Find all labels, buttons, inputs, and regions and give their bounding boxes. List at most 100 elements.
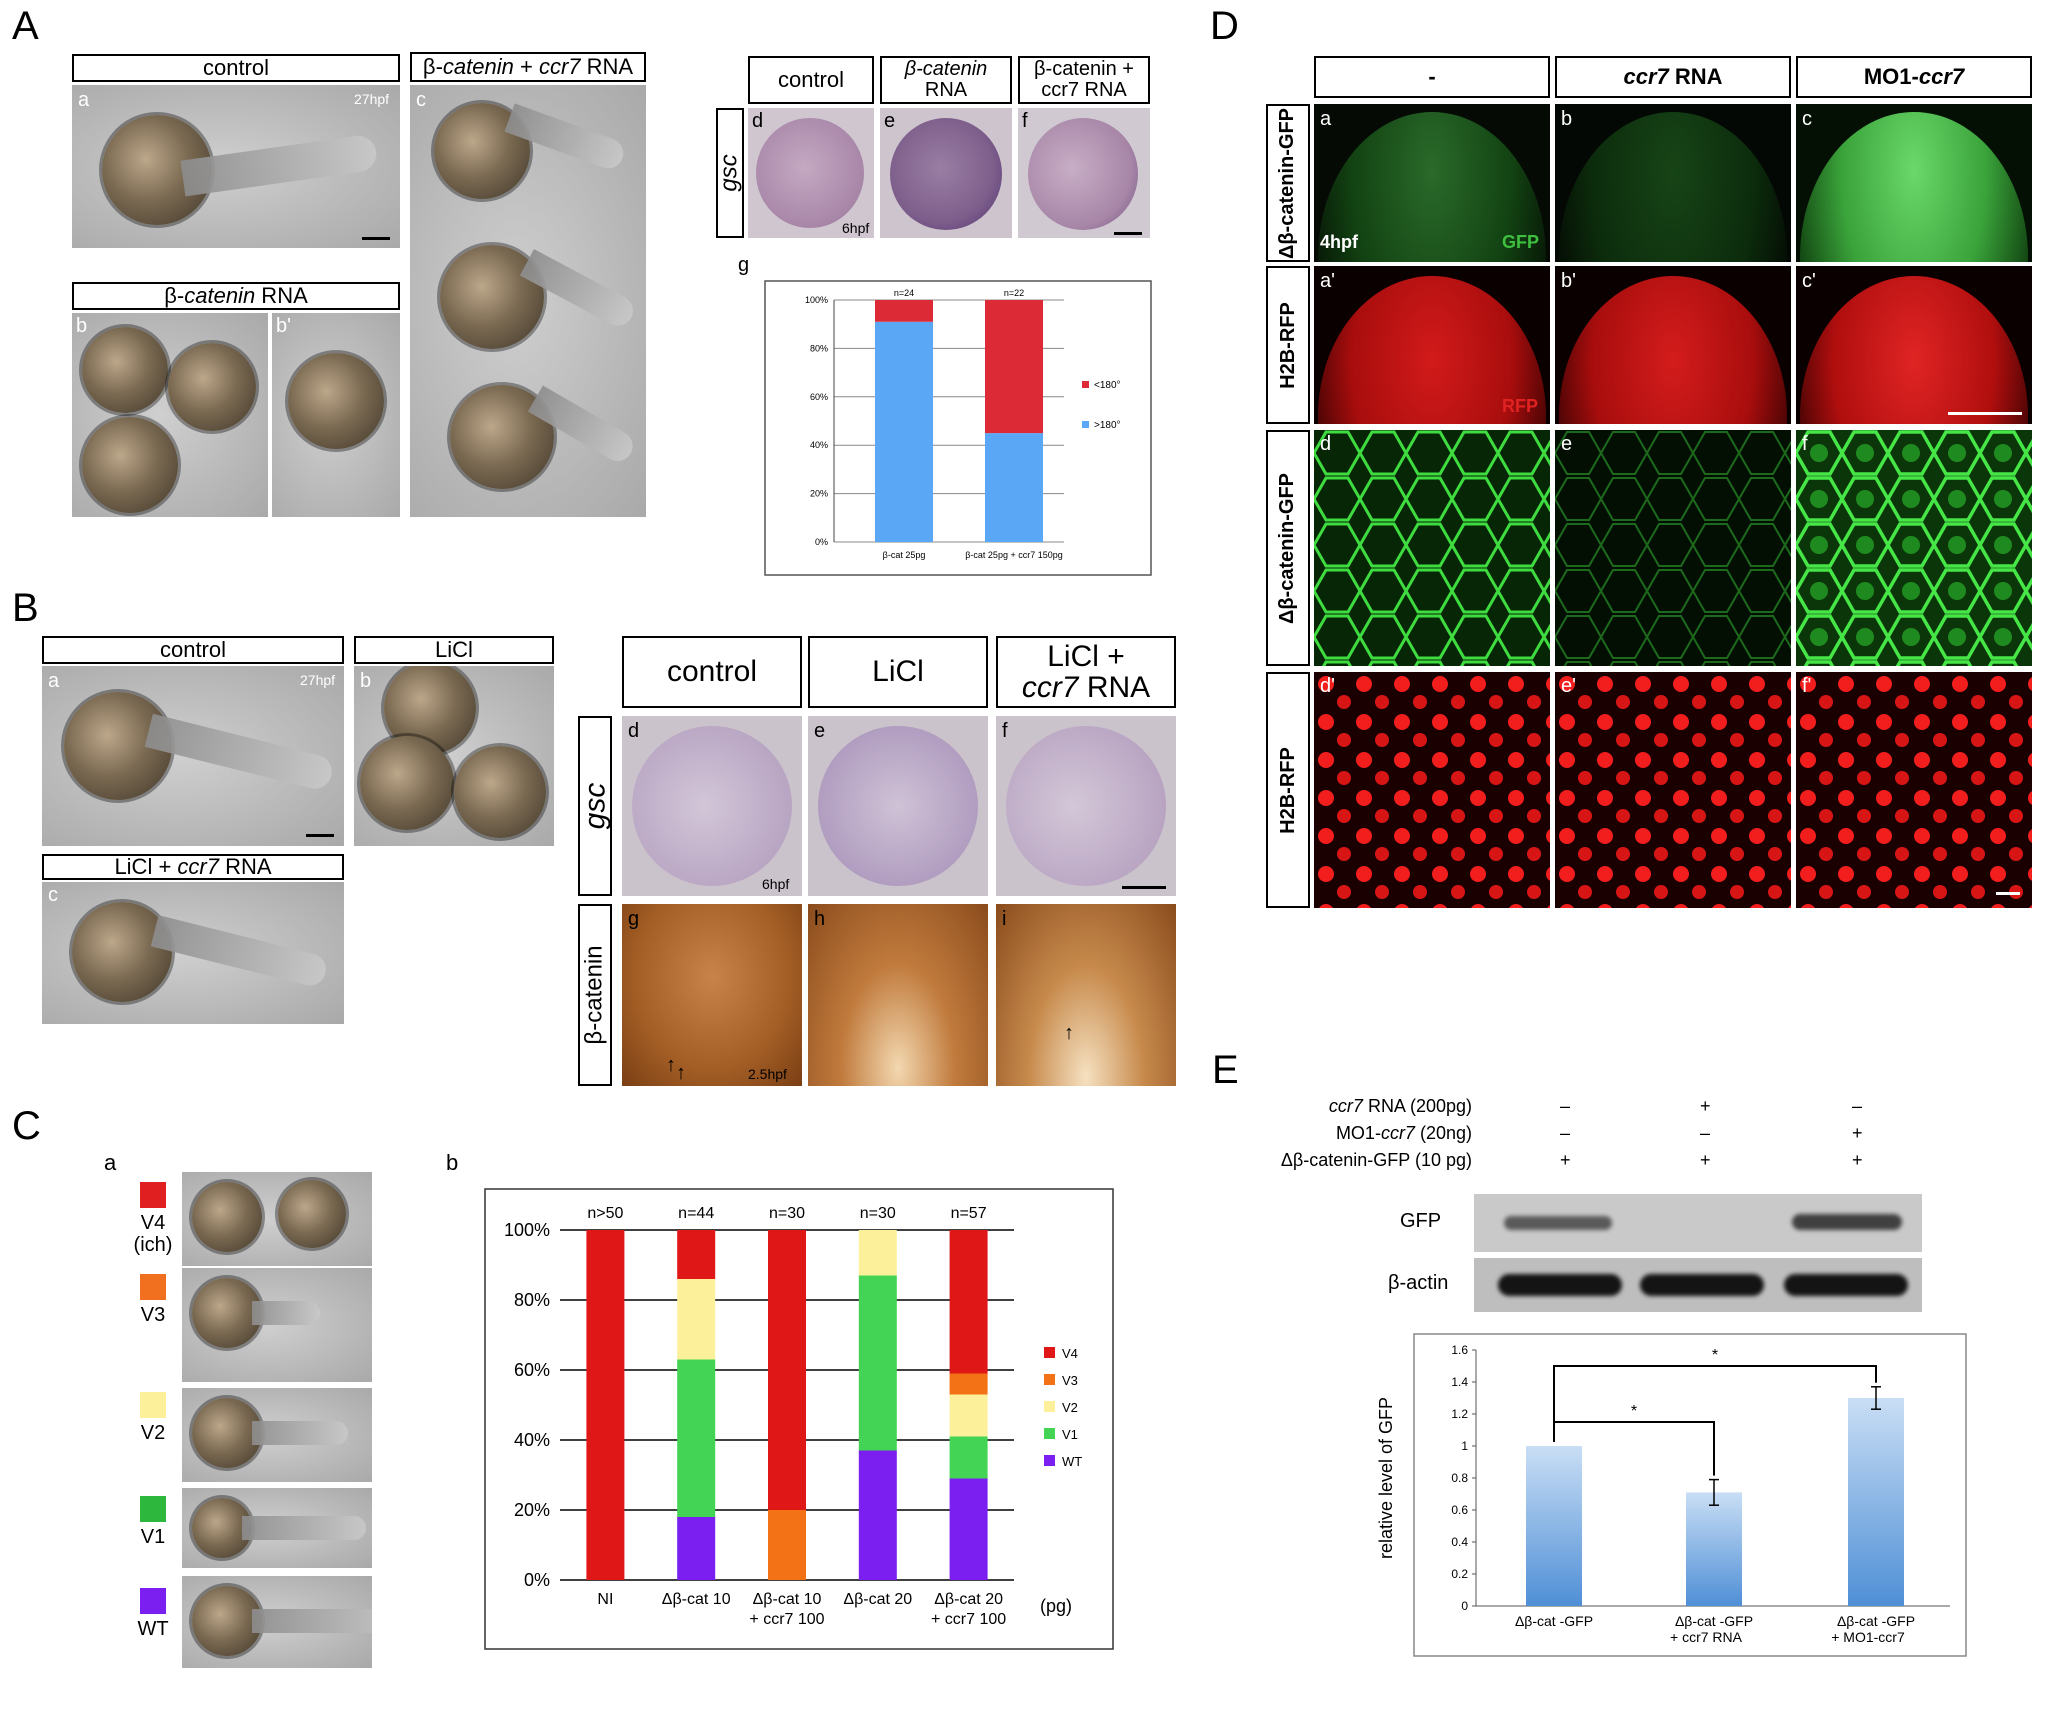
sublabel: e: [1561, 433, 1572, 455]
x-tick-label: Δβ-cat 10: [753, 1591, 822, 1608]
y-tick-label: 0%: [815, 537, 828, 547]
image-d-f2: f': [1796, 672, 2032, 908]
sublabel: f: [1002, 720, 1008, 742]
bar-segment: [949, 1373, 988, 1395]
x-tick-label: + ccr7 100: [749, 1611, 824, 1628]
class-label-text: V3: [140, 1304, 166, 1326]
sublabel: d: [752, 110, 764, 132]
legend-swatch: [1082, 421, 1089, 428]
sublabel: a: [1320, 108, 1332, 130]
bar-segment: [768, 1510, 806, 1580]
x-tick-label: + ccr7 RNA: [1670, 1629, 1743, 1645]
embryo: [192, 1278, 262, 1348]
sublabel: a: [78, 89, 90, 111]
bar-segment: [875, 321, 933, 542]
gfp-label: GFP: [1502, 232, 1540, 252]
legend-swatch: [1044, 1455, 1055, 1466]
bar: [1848, 1398, 1904, 1606]
legend-swatch: [1044, 1347, 1055, 1358]
embryo-tail: [150, 915, 330, 989]
chart-e: 0 0.2 0.4 0.6 0.8 1 1.2 1.4 1.6 relative level of…: [1376, 1333, 1967, 1657]
sublabel: d': [1320, 675, 1335, 697]
hdr-part: ccr7: [1021, 671, 1079, 704]
sign-cell: –: [1852, 1096, 1863, 1116]
hdr-part: catenin: [184, 283, 256, 309]
y-tick-label: 20%: [810, 489, 828, 499]
sign-cell: +: [1560, 1150, 1571, 1170]
gsc-header-bcat-ccr7: β-catenin + ccr7 RNA: [1018, 56, 1150, 104]
embryo-tail: [144, 713, 336, 793]
legend-swatch: [1044, 1374, 1055, 1385]
sign-cell: –: [1560, 1096, 1571, 1116]
y-tick-label: 0.2: [1451, 1567, 1468, 1581]
hdr-part: β-: [164, 283, 185, 309]
chart-a-g: 0% 20% 40% 60% 80% 100% β-cat 25pg n=24 β-cat 25…: [764, 280, 1152, 576]
embryo-disc: [756, 118, 864, 228]
hdr-text: control: [777, 67, 845, 93]
hdr-part: LiCl +: [114, 854, 178, 880]
bar-segment: [985, 433, 1043, 542]
y-tick-label: 0.8: [1451, 1471, 1468, 1485]
embryo-disc: [1028, 118, 1138, 230]
image-e-gsc-bcat: e: [880, 108, 1012, 238]
sublabel-g: g: [738, 254, 750, 276]
sublabel: e': [1561, 675, 1576, 697]
hdr-line: ccr7 RNA: [1022, 672, 1150, 704]
y-tick-label: 100%: [504, 1220, 550, 1240]
bar-segment: [949, 1230, 988, 1374]
y-tick-label: 80%: [810, 343, 828, 353]
bar-segment: [586, 1230, 625, 1580]
image-b-d-gsc: d 6hpf: [622, 716, 802, 896]
x-tick-label: β-cat 25pg + ccr7 150pg: [965, 550, 1063, 560]
class-swatch: [140, 1496, 166, 1522]
stage-label: 4hpf: [1320, 232, 1358, 252]
row-label-text: H2B-RFP: [1276, 746, 1299, 834]
blot-gfp: [1474, 1194, 1922, 1252]
rfp-label: RFP: [1502, 396, 1538, 416]
embryo: [288, 353, 384, 449]
legend-label: <180°: [1094, 380, 1121, 391]
class-label: V4 (ich): [128, 1212, 178, 1256]
bar: [1686, 1492, 1742, 1606]
x-tick-label: Δβ-cat 10: [662, 1591, 731, 1608]
hdr-line: RNA: [924, 79, 968, 101]
embryo-tail: [242, 1516, 366, 1540]
hdr-part: RNA: [1668, 64, 1723, 90]
bar-segment: [768, 1230, 806, 1510]
stage-label: 6hpf: [842, 220, 870, 236]
bar-segment: [949, 1436, 988, 1479]
arrow-icon: ↑: [1064, 1022, 1074, 1044]
embryo: [82, 327, 168, 413]
embryo: [82, 417, 178, 513]
panel-label-a: A: [12, 4, 39, 48]
image-d-d2: d': [1314, 672, 1550, 908]
image-d-a: a 4hpf GFP: [1314, 104, 1550, 262]
n-label: n=30: [860, 1205, 896, 1222]
y-axis-label: relative level of GFP: [1376, 1397, 1396, 1559]
b-header-control: control: [42, 636, 344, 664]
class-label-text: V1: [140, 1526, 166, 1548]
header-control-text: control: [202, 55, 270, 81]
b-row-gsc: gsc: [578, 716, 612, 896]
sign-cell: +: [1852, 1150, 1863, 1170]
image-b-g-bcat: g 2.5hpf ↑ ↑: [622, 904, 802, 1086]
significance-bracket: [1553, 1365, 1877, 1442]
hdr-text: control: [159, 637, 227, 663]
embryo: [192, 1398, 262, 1468]
gsc-header-bcat: β-catenin RNA: [880, 56, 1012, 104]
x-tick-label: Δβ-cat -GFP: [1675, 1613, 1753, 1629]
image-b-bcat: b: [72, 313, 268, 517]
embryo-tail: [180, 133, 379, 197]
bar-segment: [858, 1450, 897, 1580]
header-control: control: [72, 54, 400, 82]
b-col-control: control: [622, 636, 802, 708]
legend-label: V3: [1062, 1373, 1078, 1388]
class-label-text: V2: [140, 1422, 166, 1444]
image-b-a-control: a 27hpf: [42, 666, 344, 846]
embryo: [72, 902, 172, 1002]
n-label: n=24: [894, 288, 914, 298]
n-label: n=22: [1004, 288, 1024, 298]
scale-bar: [1114, 232, 1142, 235]
gsc-row-label: gsc: [716, 108, 744, 238]
gsc-header-control: control: [748, 56, 874, 104]
